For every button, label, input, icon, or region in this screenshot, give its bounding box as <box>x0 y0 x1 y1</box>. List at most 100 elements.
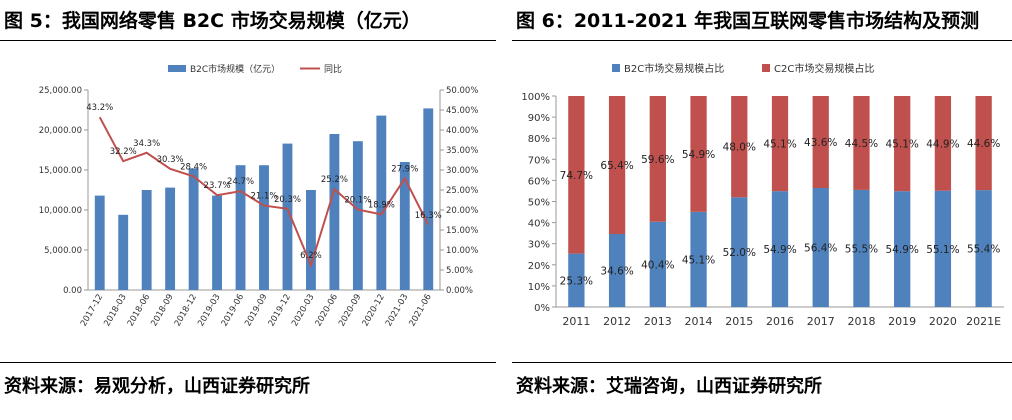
data-label-b2c-share: 25.3% <box>560 275 593 287</box>
y-tick-label: 90% <box>528 113 550 124</box>
y-right-tick-label: 0.00% <box>446 286 473 296</box>
y-right-tick-label: 20.00% <box>446 206 478 216</box>
legend-label-yoy: 同比 <box>324 63 342 75</box>
x-tick-label: 2017 <box>807 315 835 328</box>
data-label-b2c-share: 55.4% <box>967 244 1000 256</box>
x-tick-label: 2014 <box>685 315 713 328</box>
bar-b2c <box>329 134 340 290</box>
data-label-c2c-share: 54.9% <box>682 149 715 161</box>
data-label-yoy: 18.9% <box>368 200 395 210</box>
y-tick-label: 0% <box>534 303 550 314</box>
y-right-tick-label: 45.00% <box>446 106 478 116</box>
data-label-c2c-share: 44.5% <box>845 138 878 150</box>
y-left-tick-label: 25,000.00 <box>39 86 82 96</box>
bar-b2c <box>94 195 105 290</box>
data-label-yoy: 43.2% <box>86 103 113 113</box>
data-label-yoy: 23.7% <box>204 181 231 191</box>
data-label-yoy: 25.2% <box>321 175 348 185</box>
x-tick-label: 2013 <box>644 315 672 328</box>
x-tick-label: 2020 <box>929 315 957 328</box>
legend-label-b2c: B2C市场规模（亿元） <box>190 63 280 75</box>
y-tick-label: 70% <box>528 155 550 166</box>
title-rule <box>0 40 496 41</box>
source-rule <box>512 362 1012 363</box>
data-label-yoy: 32.2% <box>110 147 137 157</box>
data-label-yoy: 24.7% <box>227 177 254 187</box>
bar-c2c-share <box>649 96 666 222</box>
figure-6-source: 资料来源：艾瑞咨询，山西证券研究所 <box>516 376 822 397</box>
bar-b2c-share <box>975 190 992 307</box>
x-tick-label: 2018-12 <box>173 293 199 329</box>
y-left-tick-label: 20,000.00 <box>39 126 82 136</box>
data-label-c2c-share: 44.9% <box>926 138 959 150</box>
x-tick-label: 2016 <box>766 315 794 328</box>
bar-b2c <box>399 162 410 290</box>
bar-b2c <box>188 168 199 290</box>
x-tick-label: 2019-06 <box>220 293 246 329</box>
x-tick-label: 2018-09 <box>149 293 175 329</box>
x-tick-label: 2019-12 <box>267 293 293 329</box>
bar-b2c <box>118 214 129 290</box>
data-label-b2c-share: 54.9% <box>886 244 919 256</box>
bar-b2c-share <box>690 211 707 307</box>
data-label-b2c-share: 40.4% <box>641 259 674 271</box>
bar-c2c-share <box>975 96 992 191</box>
data-label-c2c-share: 74.7% <box>560 170 593 182</box>
data-label-yoy: 6.2% <box>300 251 322 261</box>
bar-c2c-share <box>690 96 707 212</box>
legend-label-b2c-share: B2C市场交易规模占比 <box>624 62 724 75</box>
bar-b2c-share <box>568 253 585 307</box>
data-label-c2c-share: 45.1% <box>886 139 919 151</box>
x-tick-label: 2020-03 <box>290 293 316 329</box>
y-right-tick-label: 35.00% <box>446 146 478 156</box>
data-label-yoy: 20.1% <box>344 196 371 206</box>
x-tick-label: 2019 <box>888 315 916 328</box>
y-tick-label: 50% <box>528 198 550 209</box>
y-tick-label: 30% <box>528 240 550 251</box>
y-right-tick-label: 30.00% <box>446 166 478 176</box>
data-label-c2c-share: 45.1% <box>763 139 796 151</box>
figure-6-title: 图 6：2011-2021 年我国互联网零售市场结构及预测 <box>516 10 980 32</box>
data-label-yoy: 21.1% <box>250 192 277 202</box>
bar-c2c-share <box>731 96 748 198</box>
figure-5-panel: 图 5：我国网络零售 B2C 市场交易规模（亿元） B2C市场规模（亿元） 同比 0… <box>0 0 496 420</box>
data-label-c2c-share: 48.0% <box>723 142 756 154</box>
line-yoy <box>98 116 430 269</box>
data-label-yoy: 28.4% <box>180 162 207 172</box>
bar-b2c-share <box>771 191 789 307</box>
data-label-c2c-share: 65.4% <box>600 160 633 172</box>
legend-swatch-b2c-share <box>612 64 620 72</box>
y-tick-label: 100% <box>521 92 550 103</box>
y-right-tick-label: 15.00% <box>446 226 478 236</box>
x-tick-label: 2020-12 <box>361 293 387 329</box>
y-tick-label: 10% <box>528 282 550 293</box>
y-tick-label: 60% <box>528 176 550 187</box>
bar-b2c <box>259 165 269 290</box>
bar-b2c-share <box>731 197 748 307</box>
bar-b2c <box>376 115 387 290</box>
x-tick-label: 2018 <box>847 315 875 328</box>
y-tick-label: 80% <box>528 134 550 145</box>
x-tick-label: 2021-06 <box>407 293 433 329</box>
y-left-tick-label: 5,000.00 <box>44 246 82 256</box>
x-tick-label: 2012 <box>603 315 631 328</box>
x-tick-label: 2018-06 <box>126 293 152 329</box>
bar-b2c-share <box>812 187 829 307</box>
x-tick-label: 2021-03 <box>384 293 410 329</box>
y-left-tick-label: 0.00 <box>63 286 82 296</box>
bar-c2c-share <box>771 96 789 192</box>
bar-b2c-share <box>934 190 952 307</box>
figure-5-source: 资料来源：易观分析，山西证券研究所 <box>4 376 310 397</box>
bar-b2c <box>423 108 434 291</box>
data-label-b2c-share: 52.0% <box>723 247 756 259</box>
legend-swatch-b2c <box>168 65 186 72</box>
data-label-b2c-share: 54.9% <box>763 244 796 256</box>
y-right-tick-label: 5.00% <box>446 266 473 276</box>
bar-b2c <box>141 190 152 290</box>
legend-label-c2c-share: C2C市场交易规模占比 <box>774 62 874 75</box>
b2c-scale-chart: B2C市场规模（亿元） 同比 0.00 5,000.00 10,000.00 15,000… <box>39 63 479 329</box>
market-structure-chart: B2C市场交易规模占比 C2C市场交易规模占比 0% 10% 20% 30% 40% 50% 6… <box>521 62 1004 328</box>
y-left-tick-label: 15,000.00 <box>39 166 82 176</box>
y-right-tick-label: 10.00% <box>446 246 478 256</box>
bar-b2c <box>352 141 363 290</box>
